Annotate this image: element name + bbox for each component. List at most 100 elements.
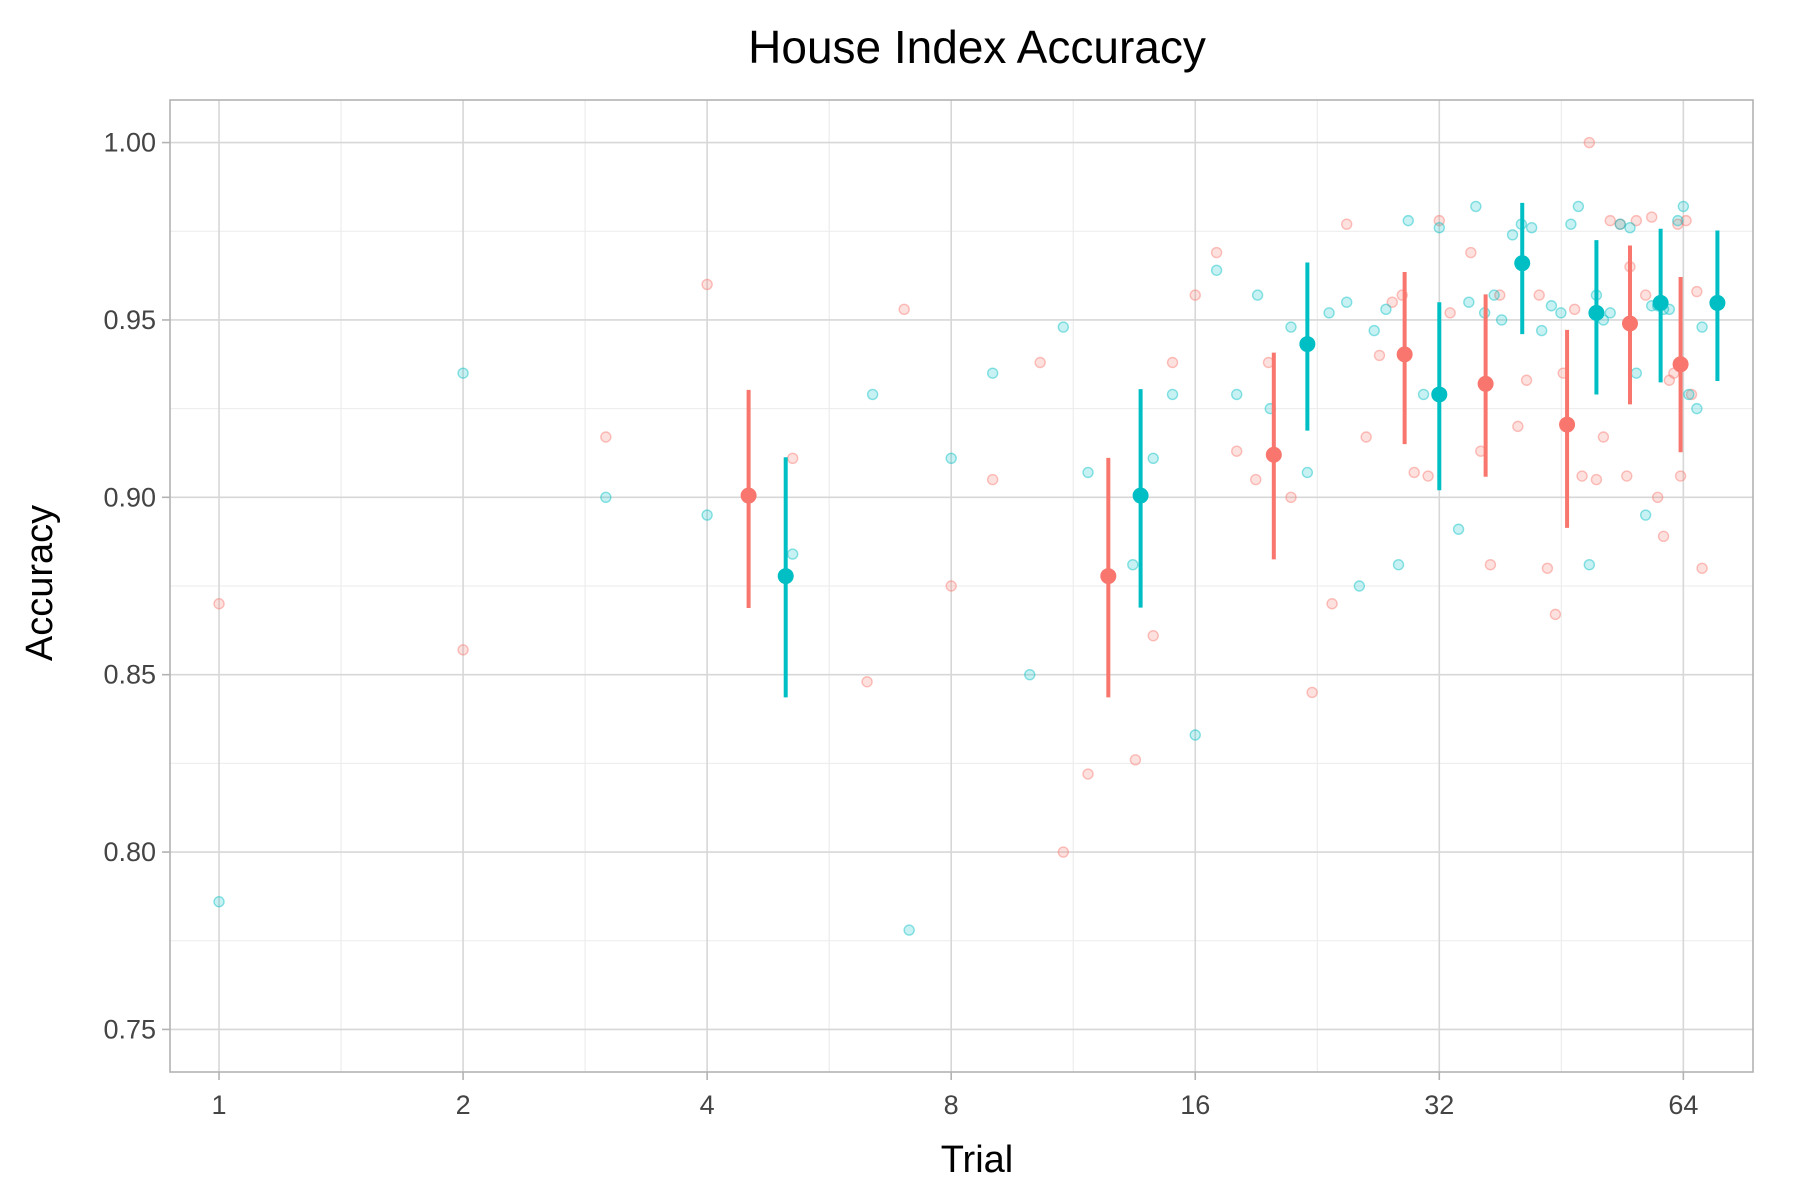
point-teal xyxy=(1572,200,1585,213)
point-red xyxy=(457,644,469,656)
point-red xyxy=(1210,246,1223,259)
point-teal xyxy=(1380,303,1392,315)
point-teal xyxy=(1147,452,1159,464)
point-red xyxy=(1386,296,1398,308)
point-red xyxy=(1604,214,1616,227)
point-red xyxy=(1590,473,1603,486)
mean-point-teal xyxy=(1588,304,1605,321)
point-red xyxy=(1520,374,1533,386)
point-teal xyxy=(1525,222,1538,234)
point-red xyxy=(1691,285,1703,298)
point-red xyxy=(1651,491,1664,504)
point-red xyxy=(701,278,713,291)
point-teal xyxy=(1392,559,1405,571)
point-teal xyxy=(1583,559,1596,571)
point-teal xyxy=(1691,402,1703,415)
point-teal xyxy=(1677,200,1690,213)
point-teal xyxy=(701,509,713,521)
point-teal xyxy=(1452,523,1465,535)
mean-summaries xyxy=(740,202,1726,698)
mean-point-red xyxy=(1396,346,1413,363)
point-red xyxy=(1663,374,1676,386)
point-teal xyxy=(1082,466,1094,479)
point-teal xyxy=(1417,388,1430,401)
point-teal xyxy=(1189,729,1201,741)
point-red xyxy=(1231,445,1243,457)
point-teal xyxy=(1301,466,1314,479)
point-red xyxy=(1340,218,1353,230)
point-red xyxy=(898,303,910,315)
point-red xyxy=(1147,629,1159,642)
point-teal xyxy=(945,452,957,464)
point-red xyxy=(1614,218,1626,230)
point-red xyxy=(1494,289,1506,301)
point-red xyxy=(1630,214,1643,227)
point-teal xyxy=(986,367,999,379)
point-teal xyxy=(1368,324,1380,337)
point-teal xyxy=(1683,388,1695,401)
x-tick-label: 1 xyxy=(212,1090,227,1120)
point-teal xyxy=(1545,300,1558,312)
x-tick-label: 64 xyxy=(1668,1090,1698,1120)
x-axis-title: Trial xyxy=(941,1139,1013,1181)
point-red xyxy=(1621,470,1633,482)
point-red xyxy=(600,431,612,443)
point-teal xyxy=(1166,388,1179,401)
x-tick-label: 16 xyxy=(1180,1090,1210,1120)
mean-point-teal xyxy=(1132,487,1149,504)
point-red xyxy=(1326,598,1338,610)
y-axis: 0.75 0.80 0.85 0.90 0.95 1.00 xyxy=(103,128,170,1044)
point-teal xyxy=(786,548,799,560)
point-red xyxy=(1674,470,1687,482)
y-tick-label: 1.00 xyxy=(103,128,156,158)
point-teal xyxy=(1604,307,1616,319)
point-teal xyxy=(1057,321,1070,333)
x-tick-label: 32 xyxy=(1424,1090,1454,1120)
point-red xyxy=(1646,211,1658,223)
point-red xyxy=(1057,846,1070,858)
point-red xyxy=(861,676,873,688)
point-red xyxy=(1444,307,1456,319)
point-red xyxy=(1639,289,1652,301)
point-red xyxy=(1576,470,1588,482)
point-teal xyxy=(1251,289,1264,301)
point-red xyxy=(1657,530,1670,543)
y-tick-label: 0.95 xyxy=(103,305,156,335)
point-red xyxy=(1685,388,1698,401)
mean-point-red xyxy=(1672,356,1689,373)
point-red xyxy=(1597,431,1610,443)
mean-point-red xyxy=(1100,568,1117,585)
point-teal xyxy=(1555,307,1567,319)
point-teal xyxy=(213,896,225,908)
point-red xyxy=(1696,562,1708,574)
point-teal xyxy=(1323,307,1335,319)
point-red xyxy=(1484,559,1497,571)
chart-title: House Index Accuracy xyxy=(748,21,1206,73)
x-tick-label: 4 xyxy=(700,1090,715,1120)
point-teal xyxy=(1488,289,1500,301)
point-red xyxy=(213,598,225,610)
mean-point-teal xyxy=(1709,294,1726,311)
point-teal xyxy=(1495,314,1508,326)
mean-point-red xyxy=(1477,375,1494,392)
grid xyxy=(170,100,1753,1072)
point-teal xyxy=(1285,321,1297,333)
point-red xyxy=(1250,473,1262,486)
point-red xyxy=(1373,349,1386,362)
point-red xyxy=(1129,754,1142,766)
y-axis-title: Accuracy xyxy=(19,505,61,661)
y-tick-label: 0.75 xyxy=(103,1014,156,1044)
data-points xyxy=(213,136,1708,936)
point-teal xyxy=(1024,668,1036,681)
point-teal xyxy=(1402,214,1414,227)
mean-point-red xyxy=(1559,416,1576,433)
plot-panel xyxy=(169,99,1754,1073)
point-red xyxy=(1541,562,1554,574)
mean-point-red xyxy=(1621,315,1638,332)
point-teal xyxy=(1672,214,1684,227)
point-teal xyxy=(866,388,879,401)
point-teal xyxy=(1463,296,1475,308)
x-axis: 1 2 4 8 16 32 64 xyxy=(212,1072,1698,1120)
point-red xyxy=(1533,289,1545,301)
point-red xyxy=(1672,218,1684,230)
